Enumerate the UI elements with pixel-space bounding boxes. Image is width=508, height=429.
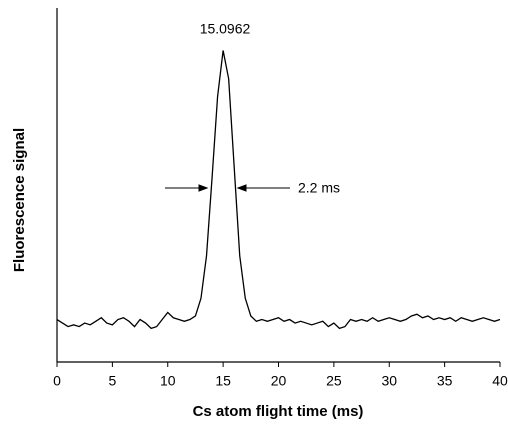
x-tick-label: 40 bbox=[492, 373, 508, 389]
x-tick-label: 10 bbox=[160, 373, 176, 389]
x-tick-label: 30 bbox=[381, 373, 397, 389]
y-axis-label: Fluorescence signal bbox=[11, 128, 28, 272]
peak-label: 15.0962 bbox=[200, 21, 251, 37]
x-tick-label: 15 bbox=[215, 373, 231, 389]
x-tick-label: 5 bbox=[108, 373, 116, 389]
width-arrows bbox=[165, 184, 290, 192]
x-tick-label: 20 bbox=[271, 373, 287, 389]
x-tick-label: 0 bbox=[53, 373, 61, 389]
x-tick-label: 25 bbox=[326, 373, 342, 389]
x-axis-label: Cs atom flight time (ms) bbox=[193, 403, 364, 420]
width-label: 2.2 ms bbox=[298, 180, 340, 196]
signal-line bbox=[56, 50, 501, 330]
x-tick-label: 35 bbox=[437, 373, 453, 389]
